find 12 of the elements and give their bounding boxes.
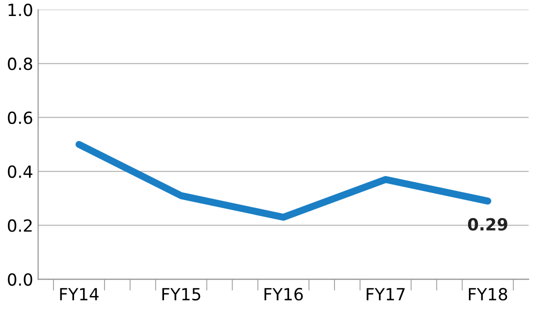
y-tick-label: 0.4 <box>8 165 32 178</box>
x-tick-label: FY18 <box>468 288 508 301</box>
y-tick-label: 0.2 <box>8 219 32 232</box>
y-tick-label: 0.8 <box>8 58 32 70</box>
x-tick-label: FY16 <box>264 288 303 301</box>
data-label: 0.29 <box>468 218 508 231</box>
y-tick-label: 0.6 <box>8 111 32 124</box>
x-tick-label: FY15 <box>162 288 200 301</box>
x-tick-label: FY14 <box>60 288 99 300</box>
y-tick-label: 0.0 <box>8 273 32 286</box>
x-tick-label: FY17 <box>366 288 405 300</box>
y-tick-label: 1.0 <box>8 4 32 16</box>
